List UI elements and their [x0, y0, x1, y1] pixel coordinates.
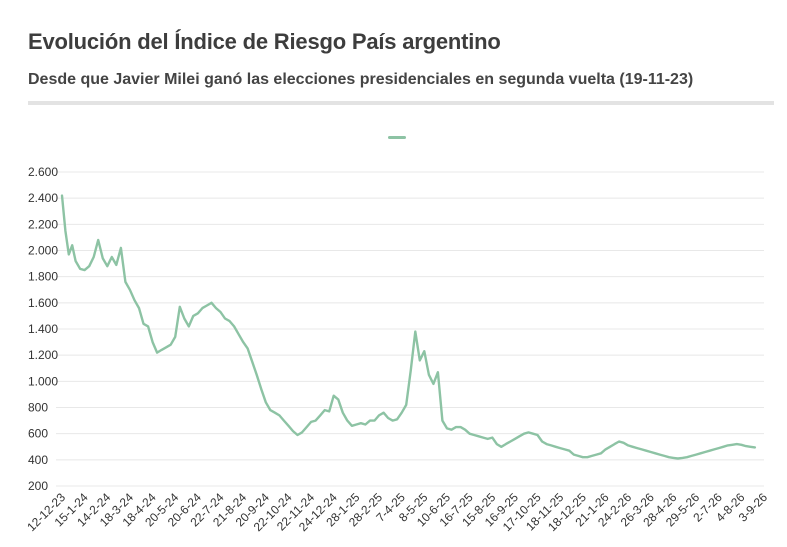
y-tick-label: 600	[28, 427, 48, 441]
y-tick-label: 200	[28, 479, 48, 493]
y-tick-label: 2.000	[28, 244, 58, 258]
y-tick-label: 400	[28, 453, 48, 467]
x-axis-ticks: 12-12-2315-1-2414-2-2418-3-2418-4-2420-5…	[24, 490, 770, 534]
y-tick-label: 2.400	[28, 191, 58, 205]
legend-swatch[interactable]	[388, 136, 406, 139]
line-chart: 200 400 600 800 1.000 1.200 1.400 1.600 1.800 2.0…	[24, 165, 770, 534]
y-tick-label: 1.800	[28, 270, 58, 284]
chart-subtitle: Desde que Javier Milei ganó las eleccion…	[28, 71, 694, 88]
y-axis-ticks: 200 400 600 800 1.000 1.200 1.400 1.600 1.800 2.0…	[28, 165, 58, 493]
y-tick-label: 1.600	[28, 296, 58, 310]
series-line[interactable]	[60, 194, 757, 460]
y-tick-label: 1.400	[28, 322, 58, 336]
y-tick-label: 1.000	[28, 374, 58, 388]
series-group	[60, 194, 757, 460]
grid-lines	[56, 171, 764, 487]
y-tick-label: 2.600	[28, 165, 58, 179]
header-divider	[28, 101, 774, 105]
y-tick-label: 800	[28, 401, 48, 415]
chart-title: Evolución del Índice de Riesgo País arge…	[28, 29, 501, 54]
y-tick-label: 2.200	[28, 217, 58, 231]
y-tick-label: 1.200	[28, 348, 58, 362]
